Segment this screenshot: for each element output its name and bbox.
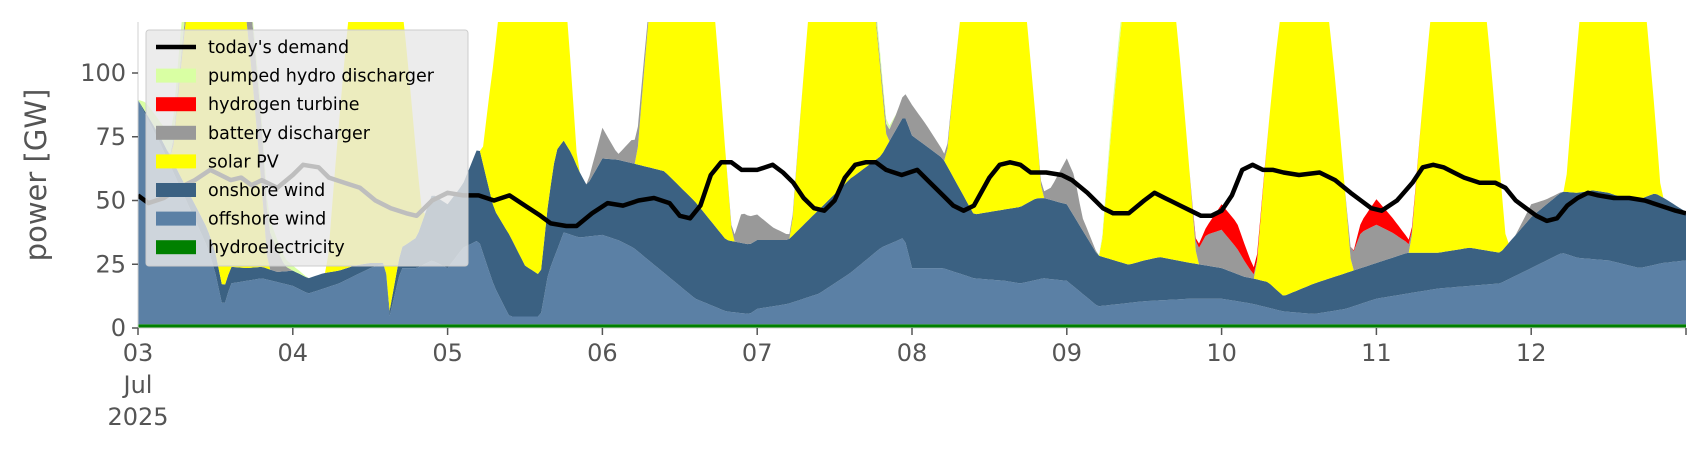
- legend-box: [145, 29, 469, 267]
- legend-label-hydrogen-turbine: hydrogen turbine: [208, 95, 360, 115]
- plot-area: [138, 22, 1686, 328]
- legend-label-offshore-wind: offshore wind: [208, 210, 326, 230]
- x-tick-label: 2025: [107, 403, 168, 431]
- y-axis-title: power [GW]: [19, 89, 53, 262]
- x-tick-label: 06: [587, 339, 618, 367]
- legend: today's demand pumped hydro discharger hyd…: [145, 29, 469, 267]
- x-tick-label: Jul: [122, 371, 153, 399]
- legend-label-solar-pv: solar PV: [208, 152, 279, 172]
- y-axis: 0 25 50 75 100: [80, 22, 139, 342]
- area-onshore-wind: [138, 99, 1686, 317]
- x-tick-label: 05: [432, 339, 463, 367]
- legend-swatch-pumped-hydro-discharger: [156, 68, 196, 83]
- stacked-areas: [138, 22, 1686, 328]
- x-axis: 03 Jul 2025 04 05 06 07 08 09 10 11 12: [107, 327, 1687, 431]
- y-tick-label: 0: [111, 314, 126, 342]
- x-tick-label: 04: [278, 339, 309, 367]
- legend-swatch-onshore-wind: [156, 183, 196, 197]
- legend-swatch-hydrogen-turbine: [156, 97, 196, 112]
- y-tick-label: 25: [95, 250, 126, 278]
- x-tick-label: 10: [1206, 339, 1237, 367]
- area-solar-pv: [138, 22, 1686, 311]
- legend-label-battery-discharger: battery discharger: [208, 124, 371, 144]
- y-tick-label: 50: [95, 187, 126, 215]
- legend-swatch-hydroelectricity: [156, 240, 196, 255]
- x-tick-label: 03: [123, 339, 154, 367]
- y-tick-label: 75: [95, 123, 126, 151]
- x-tick-label: 07: [742, 339, 773, 367]
- area-offshore-wind: [138, 99, 1686, 325]
- x-tick-label: 08: [897, 339, 928, 367]
- legend-swatch-battery-discharger: [156, 125, 196, 140]
- y-tick-label: 100: [80, 59, 126, 87]
- legend-swatch-solar-pv: [156, 154, 196, 169]
- legend-swatch-offshore-wind: [156, 211, 196, 226]
- legend-label-onshore-wind: onshore wind: [208, 181, 325, 201]
- legend-label-pumped-hydro-discharger: pumped hydro discharger: [208, 67, 435, 87]
- x-tick-label: 12: [1516, 339, 1547, 367]
- x-tick-label: 09: [1052, 339, 1083, 367]
- legend-label-today-s-demand: today's demand: [208, 38, 349, 58]
- legend-label-hydroelectricity: hydroelectricity: [208, 238, 345, 258]
- x-tick-label: 11: [1361, 339, 1392, 367]
- area-hydroelectricity: [138, 324, 1686, 328]
